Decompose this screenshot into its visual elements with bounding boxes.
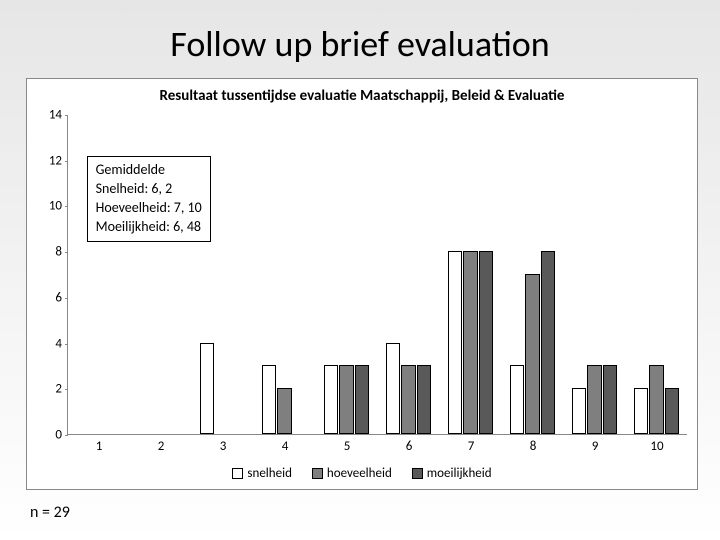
legend-label: snelheid [247,466,291,481]
y-tick-label: 0 [38,428,62,443]
y-tick-mark [65,206,68,207]
bar [572,388,587,434]
y-tick-mark [65,389,68,390]
legend-label: hoeveelheid [327,466,392,481]
legend-item: hoeveelheid [312,466,392,481]
bar [401,365,416,434]
annotation-line: Moeilijkheid: 6, 48 [96,218,202,237]
y-tick-label: 2 [38,382,62,397]
n-label: n = 29 [30,503,70,522]
bar [634,388,649,434]
annotation-line: Gemiddelde [96,161,202,180]
bar [200,343,215,434]
x-tick-label: 4 [282,439,289,454]
bar [603,365,618,434]
bar [339,365,354,434]
annotation-line: Snelheid: 6, 2 [96,180,202,199]
legend-item: moeilijkheid [412,466,492,481]
y-tick-label: 8 [38,245,62,260]
chart-container: Resultaat tussentijdse evaluatie Maatsch… [26,78,698,490]
bar [665,388,680,434]
y-tick-label: 10 [38,199,62,214]
chart-title: Resultaat tussentijdse evaluatie Maatsch… [27,79,697,109]
bar [355,365,370,434]
annotation-box: GemiddeldeSnelheid: 6, 2Hoeveelheid: 7, … [87,156,211,242]
bar [587,365,602,434]
slide: Follow up brief evaluation Resultaat tus… [0,0,720,540]
bar [463,251,478,434]
y-tick-label: 6 [38,290,62,305]
legend-swatch [232,468,243,479]
y-tick-label: 4 [38,336,62,351]
bar [649,365,664,434]
y-tick-mark [65,252,68,253]
y-tick-mark [65,435,68,436]
legend-swatch [312,468,323,479]
x-tick-label: 3 [220,439,227,454]
plot-area: 0246810121412345678910GemiddeldeSnelheid… [67,115,687,435]
x-tick-label: 5 [344,439,351,454]
x-tick-label: 7 [468,439,475,454]
x-tick-label: 9 [592,439,599,454]
bar [510,365,525,434]
x-tick-label: 1 [96,439,103,454]
y-tick-mark [65,161,68,162]
legend: snelheid hoeveelheid moeilijkheid [27,466,697,481]
annotation-line: Hoeveelheid: 7, 10 [96,199,202,218]
y-tick-label: 14 [38,108,62,123]
x-tick-label: 6 [406,439,413,454]
bar [448,251,463,434]
bar [262,365,277,434]
bar [277,388,292,434]
bar [386,343,401,434]
y-tick-label: 12 [38,153,62,168]
bar [324,365,339,434]
page-title: Follow up brief evaluation [0,0,720,66]
legend-item: snelheid [232,466,291,481]
bar [525,274,540,434]
y-tick-mark [65,344,68,345]
bar [541,251,556,434]
bar [417,365,432,434]
x-tick-label: 10 [650,439,663,454]
y-tick-mark [65,298,68,299]
x-tick-label: 2 [158,439,165,454]
bar [479,251,494,434]
legend-swatch [412,468,423,479]
y-tick-mark [65,115,68,116]
x-tick-label: 8 [530,439,537,454]
legend-label: moeilijkheid [427,466,492,481]
